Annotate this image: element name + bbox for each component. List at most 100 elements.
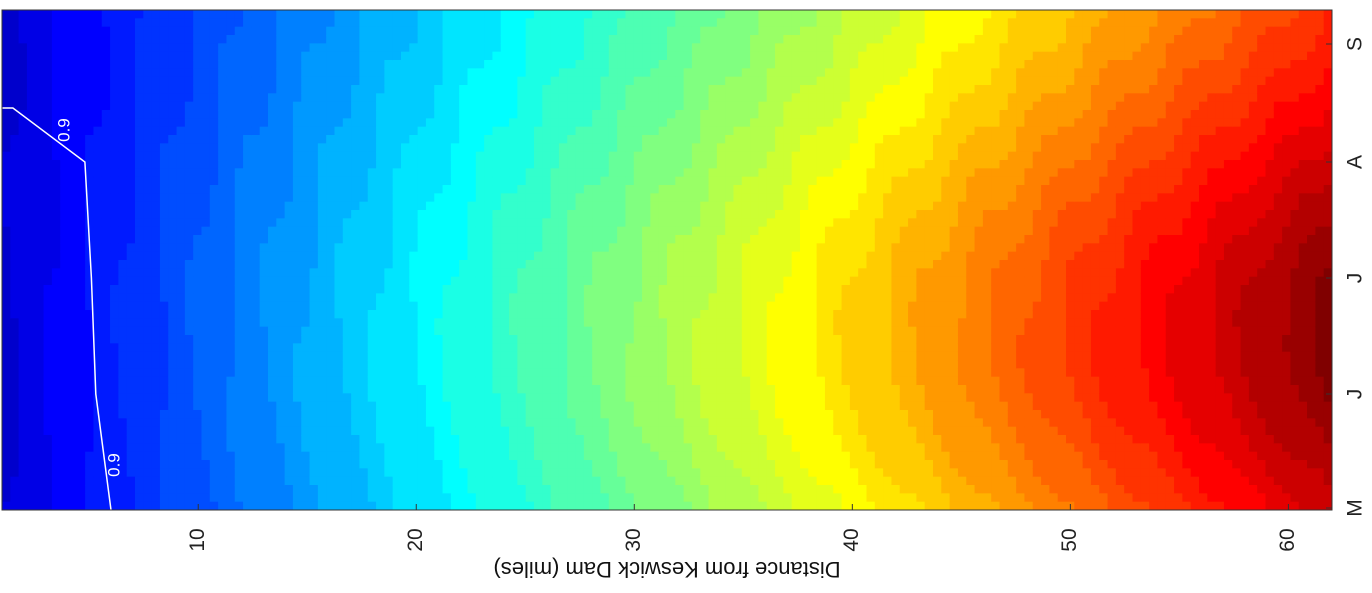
- heatmap-cell: [550, 18, 560, 28]
- heatmap-cell: [367, 276, 377, 286]
- heatmap-cell: [243, 201, 252, 211]
- heatmap-cell: [301, 310, 311, 319]
- heatmap-cell: [259, 426, 269, 436]
- heatmap-cell: [367, 151, 377, 161]
- heatmap-cell: [359, 476, 369, 486]
- heatmap-cell: [525, 251, 535, 261]
- heatmap-cell: [392, 226, 402, 236]
- heatmap-cell: [268, 176, 277, 186]
- heatmap-cell: [592, 126, 602, 136]
- heatmap-cell: [243, 160, 252, 169]
- heatmap-cell: [642, 393, 651, 403]
- heatmap-cell: [101, 126, 111, 136]
- heatmap-cell: [284, 318, 294, 328]
- heatmap-cell: [642, 293, 651, 303]
- heatmap-cell: [243, 110, 252, 119]
- heatmap-cell: [201, 85, 211, 94]
- heatmap-cell: [168, 443, 178, 453]
- heatmap-cell: [176, 85, 186, 94]
- heatmap-cell: [401, 68, 410, 78]
- heatmap-cell: [384, 168, 394, 178]
- heatmap-cell: [492, 185, 502, 194]
- heatmap-cell: [550, 185, 560, 194]
- heatmap-cell: [517, 460, 527, 469]
- heatmap-cell: [351, 360, 361, 369]
- heatmap-cell: [667, 26, 676, 36]
- heatmap-cell: [351, 18, 361, 28]
- heatmap-cell: [176, 101, 186, 111]
- heatmap-cell: [268, 143, 277, 153]
- heatmap-cell: [417, 293, 427, 303]
- heatmap-cell: [276, 151, 286, 161]
- heatmap-cell: [135, 426, 144, 436]
- heatmap-cell: [558, 376, 568, 386]
- heatmap-cell: [268, 268, 277, 278]
- heatmap-cell: [542, 401, 552, 411]
- heatmap-cell: [542, 268, 552, 278]
- heatmap-cell: [326, 376, 336, 386]
- heatmap-cell: [675, 418, 685, 428]
- heatmap-cell: [201, 176, 211, 186]
- heatmap-cell: [500, 410, 510, 419]
- heatmap-cell: [10, 310, 20, 319]
- heatmap-cell: [517, 160, 527, 169]
- heatmap-cell: [292, 451, 302, 461]
- heatmap-cell: [101, 110, 111, 119]
- heatmap-cell: [301, 293, 311, 303]
- heatmap-cell: [110, 393, 119, 403]
- heatmap-cell: [642, 60, 651, 69]
- heatmap-cell: [168, 110, 178, 119]
- heatmap-cell: [484, 285, 494, 294]
- heatmap-cell: [667, 60, 676, 69]
- heatmap-cell: [583, 76, 593, 86]
- heatmap-cell: [401, 426, 410, 436]
- heatmap-cell: [342, 168, 352, 178]
- heatmap-cell: [509, 135, 518, 144]
- heatmap-cell: [259, 501, 269, 510]
- heatmap-cell: [459, 201, 469, 211]
- heatmap-cell: [110, 143, 119, 153]
- heatmap-cell: [110, 76, 119, 86]
- heatmap-cell: [126, 318, 136, 328]
- heatmap-cell: [583, 193, 593, 203]
- heatmap-cell: [259, 360, 269, 369]
- heatmap-cell: [450, 318, 460, 328]
- heatmap-cell: [309, 51, 319, 61]
- heatmap-cell: [101, 135, 111, 144]
- heatmap-cell: [534, 426, 543, 436]
- heatmap-cell: [442, 210, 452, 219]
- heatmap-cell: [592, 468, 602, 478]
- heatmap-cell: [317, 451, 327, 461]
- heatmap-cell: [691, 126, 701, 136]
- heatmap-cell: [484, 268, 494, 278]
- heatmap-cell: [68, 318, 78, 328]
- heatmap-cell: [434, 260, 444, 269]
- heatmap-cell: [567, 118, 577, 128]
- heatmap-cell: [60, 218, 70, 228]
- heatmap-cell: [292, 176, 302, 186]
- heatmap-cell: [85, 485, 95, 494]
- heatmap-cell: [467, 376, 477, 386]
- heatmap-cell: [334, 401, 344, 411]
- heatmap-cell: [326, 293, 336, 303]
- heatmap-cell: [284, 476, 294, 486]
- heatmap-cell: [467, 285, 477, 294]
- heatmap-cell: [159, 360, 169, 369]
- heatmap-cell: [301, 343, 311, 353]
- heatmap-cell: [151, 168, 161, 178]
- heatmap-cell: [509, 418, 518, 428]
- heatmap-cell: [550, 135, 560, 144]
- heatmap-cell: [550, 451, 560, 461]
- heatmap-cell: [509, 168, 518, 178]
- heatmap-cell: [517, 368, 527, 378]
- heatmap-cell: [359, 351, 369, 361]
- heatmap-cell: [534, 393, 543, 403]
- heatmap-cell: [500, 260, 510, 269]
- heatmap-cell: [68, 360, 78, 369]
- heatmap-cell: [168, 376, 178, 386]
- heatmap-cell: [617, 126, 627, 136]
- heatmap-cell: [93, 260, 103, 269]
- heatmap-cell: [351, 301, 361, 311]
- heatmap-cell: [450, 326, 460, 336]
- heatmap-cell: [500, 201, 510, 211]
